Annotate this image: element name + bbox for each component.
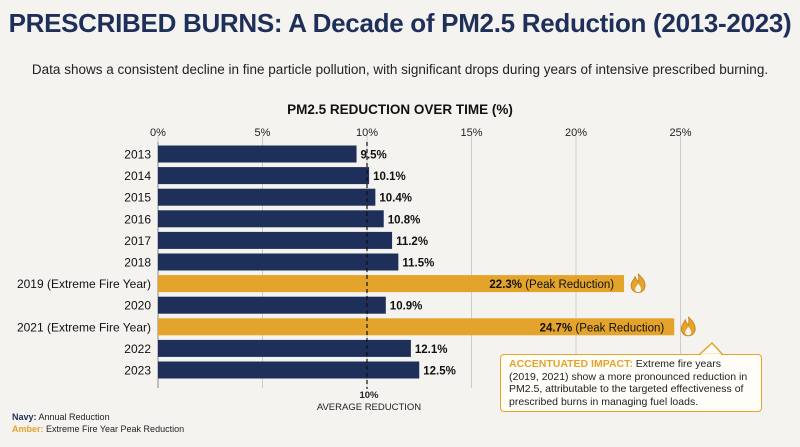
y-tick-label: 2023 <box>124 364 151 378</box>
legend: Navy: Annual Reduction Amber: Extreme Fi… <box>12 411 184 435</box>
legend-amber-text: Extreme Fire Year Peak Reduction <box>43 424 185 434</box>
data-label: 10.1% <box>373 171 406 183</box>
bar <box>158 188 376 206</box>
data-label: 11.5% <box>402 258 434 270</box>
data-label: 11.2% <box>396 236 428 248</box>
page-title: PRESCRIBED BURNS: A Decade of PM2.5 Redu… <box>8 8 792 38</box>
y-tick-label: 2017 <box>124 234 151 248</box>
data-label: 10.8% <box>388 214 421 226</box>
x-tick-label: 15% <box>460 127 482 139</box>
bar <box>158 339 411 357</box>
legend-navy: Navy: Annual Reduction <box>12 411 184 423</box>
bar <box>158 361 420 379</box>
y-tick-label: 2016 <box>124 212 151 226</box>
average-reduction-label: 10% AVERAGE REDUCTION <box>300 390 438 414</box>
legend-navy-key: Navy: <box>12 412 37 422</box>
data-label: 9.5% <box>361 150 387 162</box>
data-label-value: 22.3% <box>489 279 522 291</box>
average-reduction-value: 10% <box>359 390 379 401</box>
x-tick-label: 25% <box>669 127 691 139</box>
y-tick-label: 2021 (Extreme Fire Year) <box>17 320 151 334</box>
y-tick-label: 2020 <box>124 299 151 313</box>
bar <box>158 231 393 249</box>
x-tick-label: 5% <box>255 127 271 139</box>
legend-navy-text: Annual Reduction <box>36 412 110 422</box>
fire-icon <box>680 316 696 337</box>
x-tick-label: 10% <box>356 127 378 139</box>
bar <box>158 145 357 163</box>
y-tick-label: 2022 <box>124 342 151 356</box>
chart-title: PM2.5 REDUCTION OVER TIME (%) <box>287 102 513 117</box>
bar-extreme <box>158 275 625 293</box>
data-label: 10.4% <box>379 193 412 205</box>
callout-text: Extreme fire years (2019, 2021) show a m… <box>509 358 748 408</box>
average-reduction-text: AVERAGE REDUCTION <box>316 402 422 413</box>
legend-amber-key: Amber: <box>12 424 44 434</box>
page-subtitle: Data shows a consistent decline in fine … <box>31 62 769 77</box>
data-label-suffix: (Peak Reduction) <box>572 322 664 334</box>
x-tick-label: 0% <box>150 127 166 139</box>
data-label: 12.1% <box>415 344 448 356</box>
y-tick-label: 2018 <box>124 256 151 270</box>
data-label: 24.7% (Peak Reduction) <box>540 322 665 334</box>
data-label: 10.9% <box>390 301 423 313</box>
data-label-value: 24.7% <box>540 322 573 334</box>
legend-amber: Amber: Extreme Fire Year Peak Reduction <box>12 423 184 435</box>
callout-heading: ACCENTUATED IMPACT: <box>509 358 633 370</box>
y-tick-label: 2014 <box>124 169 151 183</box>
y-tick-label: 2019 (Extreme Fire Year) <box>17 277 151 291</box>
fire-icon <box>630 273 646 294</box>
x-tick-label: 20% <box>565 127 587 139</box>
y-tick-label: 2013 <box>124 148 151 162</box>
bar <box>158 253 399 271</box>
bar <box>158 210 384 228</box>
bar <box>158 296 386 314</box>
bar <box>158 167 370 185</box>
data-label: 22.3% (Peak Reduction) <box>489 279 614 291</box>
y-tick-label: 2015 <box>124 191 151 205</box>
data-label: 12.5% <box>423 366 456 378</box>
bar-extreme <box>158 318 675 336</box>
accentuated-impact-callout: ACCENTUATED IMPACT: Extreme fire years (… <box>500 354 762 412</box>
data-label-suffix: (Peak Reduction) <box>522 279 614 291</box>
